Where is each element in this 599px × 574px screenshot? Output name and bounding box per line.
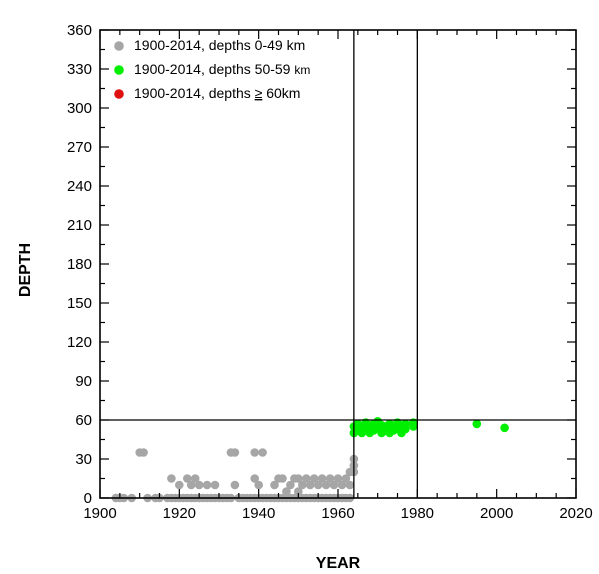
data-point-s0-19: [186, 480, 196, 490]
data-point-s0-83: [333, 474, 343, 483]
data-point-s0-63: [294, 487, 303, 496]
y-tick-label-270: 270: [67, 139, 92, 156]
legend-marker-1: [114, 65, 124, 75]
reference-lines: [100, 30, 576, 498]
data-point-s0-71: [309, 474, 319, 483]
legend-label-1-part-0: 1900-2014, depths 50-59: [134, 61, 294, 77]
data-point-s0-79: [325, 474, 335, 483]
y-axis-title: DEPTH: [17, 243, 34, 297]
data-point-s1-31: [500, 423, 509, 433]
data-point-s0-11: [167, 474, 176, 483]
data-point-s0-17: [183, 474, 192, 483]
data-point-s0-44: [254, 480, 263, 490]
data-point-s0-5: [139, 448, 148, 457]
legend-label-2-part-1: ≥: [255, 85, 263, 101]
data-point-s0-42: [250, 474, 259, 483]
data-point-s0-20: [190, 474, 200, 483]
x-tick-label-1900: 1900: [83, 505, 116, 522]
y-tick-label-30: 30: [75, 451, 92, 468]
data-point-s0-29: [210, 480, 220, 490]
data-point-s0-86: [337, 480, 347, 490]
tick-labels: 1900 1920 1940 1960 1980 2000 2020 0 30 60 90 120 15…: [67, 22, 593, 522]
data-point-s0-66: [298, 480, 307, 490]
y-tick-label-180: 180: [67, 256, 92, 273]
data-point-s1-27: [401, 424, 410, 434]
y-tick-label-210: 210: [67, 217, 92, 234]
legend-label-0: 1900-2014, depths 0-49 km: [134, 37, 305, 53]
data-point-s0-26: [202, 480, 212, 490]
data-point-s0-82: [329, 480, 339, 490]
x-axis-title: YEAR: [316, 555, 361, 572]
axis-ticks: [99, 29, 577, 499]
data-point-s0-78: [321, 480, 331, 490]
legend-marker-0: [114, 41, 124, 51]
x-tick-label-2000: 2000: [480, 505, 513, 522]
y-tick-label-330: 330: [67, 61, 92, 78]
data-point-s0-58: [286, 480, 295, 490]
x-tick-label-1920: 1920: [163, 505, 196, 522]
data-point-s0-54: [278, 474, 287, 483]
legend: 1900-2014, depths 0-49 km 1900-2014, dept…: [114, 37, 310, 101]
data-point-s0-36: [230, 480, 240, 490]
data-point-s0-70: [305, 480, 315, 490]
legend-label-2-part-2: 60km: [262, 85, 300, 101]
y-tick-label-60: 60: [75, 412, 92, 429]
data-point-s0-74: [313, 480, 323, 490]
data-point-s0-67: [302, 474, 311, 483]
x-tick-label-2020: 2020: [559, 505, 592, 522]
legend-label-1-part-1: km: [294, 63, 310, 77]
legend-marker-2: [114, 89, 124, 99]
y-tick-label-0: 0: [84, 490, 92, 507]
data-point-s0-14: [175, 480, 184, 490]
data-point-s1-30: [472, 419, 482, 429]
data-point-s0-75: [317, 474, 327, 483]
legend-label-2: 1900-2014, depths ≥ 60km: [134, 85, 300, 101]
data-point-s0-87: [341, 474, 351, 483]
legend-label-2-part-0: 1900-2014, depths: [134, 85, 255, 101]
y-tick-label-240: 240: [67, 178, 92, 195]
data-point-s0-23: [194, 480, 204, 490]
data-point-s0-46: [258, 448, 267, 457]
x-tick-label-1940: 1940: [242, 505, 275, 522]
y-tick-label-300: 300: [67, 100, 92, 117]
x-tick-label-1960: 1960: [321, 505, 354, 522]
data-point-s0-51: [270, 480, 279, 490]
x-tick-label-1980: 1980: [401, 505, 434, 522]
data-point-s0-90: [345, 480, 355, 490]
y-tick-label-360: 360: [67, 22, 92, 39]
data-point-s0-57: [282, 487, 291, 496]
y-tick-label-90: 90: [75, 373, 92, 390]
legend-label-0-part-0: 1900-2014, depths 0-49 km: [134, 37, 305, 53]
legend-label-1: 1900-2014, depths 50-59 km: [134, 61, 310, 77]
y-tick-label-120: 120: [67, 334, 92, 351]
y-tick-label-150: 150: [67, 295, 92, 312]
data-point-s0-35: [230, 448, 240, 457]
data-point-s0-41: [250, 448, 259, 457]
data-point-s0-62: [294, 474, 303, 483]
